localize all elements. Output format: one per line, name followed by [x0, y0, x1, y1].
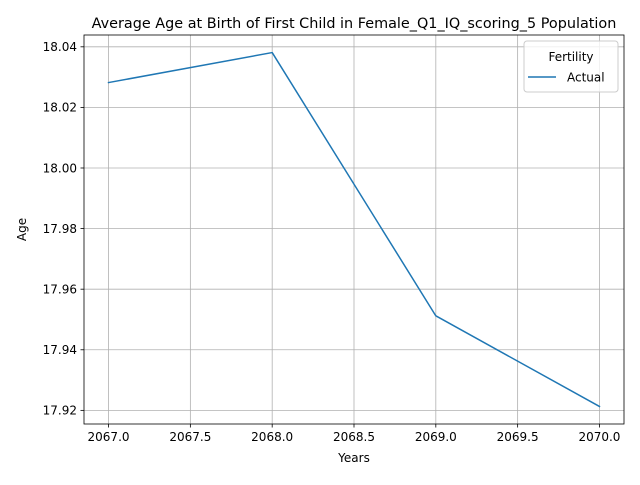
y-tick-label: 17.92: [43, 404, 77, 418]
y-axis-label: Age: [15, 218, 29, 241]
y-tick-label: 18.02: [43, 101, 77, 115]
x-axis: 2067.0 2067.5 2068.0 2068.5 2069.0 2069.5 2070…: [88, 424, 620, 444]
y-tick-label: 18.00: [43, 161, 77, 175]
x-tick-label: 2067.5: [169, 430, 211, 444]
legend: Fertility Actual: [523, 40, 619, 93]
x-tick-label: 2067.0: [88, 430, 130, 444]
y-tick-label: 18.04: [43, 40, 77, 54]
x-tick-label: 2068.5: [333, 430, 375, 444]
series-line-actual: [107, 51, 601, 408]
x-axis-label: Years: [337, 451, 370, 465]
x-tick-label: 2070.0: [578, 430, 620, 444]
y-axis: 17.92 17.94 17.96 17.98 18.00 18.02 18.04: [43, 40, 84, 418]
x-tick-label: 2069.5: [497, 430, 539, 444]
y-tick-label: 17.94: [43, 343, 77, 357]
grid: [84, 35, 624, 424]
x-tick-label: 2068.0: [251, 430, 293, 444]
series-layer: [107, 51, 601, 408]
chart-title: Average Age at Birth of First Child in F…: [92, 16, 617, 32]
legend-box: [523, 40, 619, 93]
y-tick-label: 17.98: [43, 222, 77, 236]
x-tick-label: 2069.0: [415, 430, 457, 444]
y-tick-label: 17.96: [43, 282, 77, 296]
legend-title: Fertility: [548, 50, 593, 64]
legend-label-actual: Actual: [567, 71, 605, 85]
